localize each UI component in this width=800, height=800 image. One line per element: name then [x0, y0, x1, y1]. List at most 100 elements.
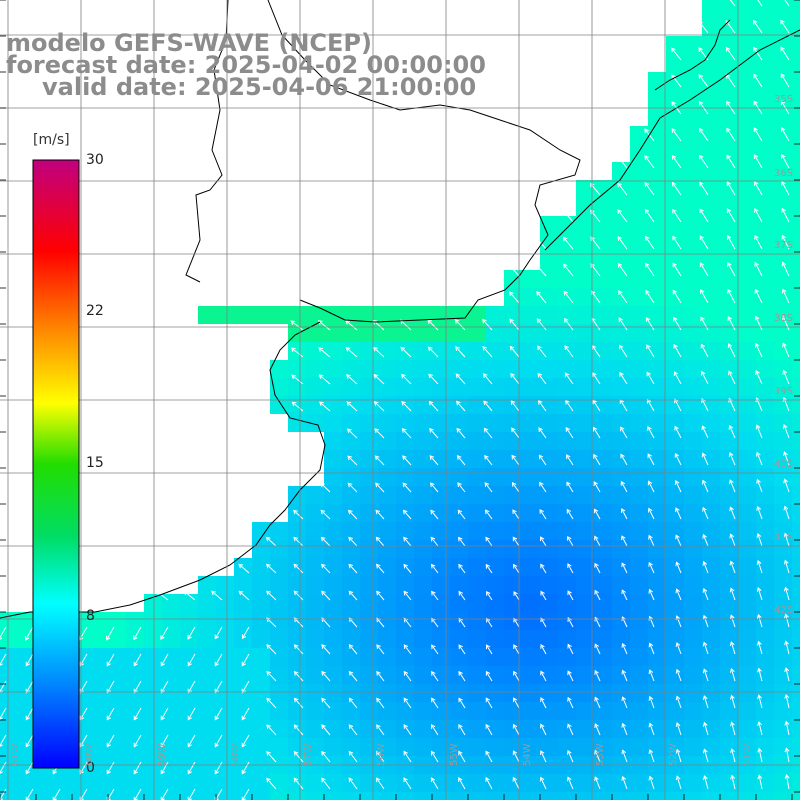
wind-arrow	[784, 479, 790, 493]
wind-arrow-head	[675, 775, 681, 781]
wind-arrow	[80, 788, 88, 800]
wind-arrow-head	[783, 586, 789, 592]
wind-arrow	[594, 697, 601, 709]
wind-arrow	[729, 507, 736, 520]
wind-arrow-head	[266, 671, 272, 676]
wind-arrow-head	[348, 724, 354, 730]
wind-arrow	[403, 751, 412, 763]
wind-arrow-head	[482, 318, 487, 324]
wind-arrow	[753, 74, 763, 88]
wind-arrow	[536, 264, 547, 277]
wind-arrow-head	[0, 690, 3, 693]
lon-label-53w: 53W	[595, 743, 606, 766]
wind-cell	[198, 594, 216, 612]
wind-cell	[342, 540, 360, 558]
wind-arrow-head	[25, 661, 30, 667]
wind-cell	[558, 558, 576, 576]
wind-cell	[630, 702, 648, 720]
wind-arrow-head	[403, 777, 408, 783]
wind-cell	[504, 648, 522, 666]
wind-arrow-head	[538, 427, 543, 433]
wind-cell	[288, 630, 306, 648]
wind-arrow-head	[782, 342, 787, 348]
wind-arrow-head	[698, 100, 704, 106]
wind-cell	[720, 792, 738, 800]
wind-arrow-head	[590, 209, 595, 215]
wind-arrow	[730, 668, 736, 682]
wind-cell	[324, 450, 342, 468]
wind-arrow	[160, 761, 169, 774]
wind-arrow-head	[675, 561, 680, 567]
wind-arrow-head	[594, 696, 599, 702]
wind-cell	[612, 540, 630, 558]
wind-cell	[576, 288, 594, 306]
wind-arrow	[457, 509, 466, 520]
wind-arrow-head	[756, 532, 762, 538]
wind-arrow	[349, 671, 358, 682]
wind-cell	[432, 342, 450, 360]
wind-cell	[360, 396, 378, 414]
wind-cell	[792, 594, 800, 612]
wind-cell	[702, 54, 720, 72]
wind-cell	[792, 306, 800, 324]
wind-cell	[144, 594, 162, 612]
wind-cell	[684, 414, 702, 432]
wind-arrow-head	[347, 455, 353, 461]
wind-cell	[324, 396, 342, 414]
wind-arrow	[25, 680, 34, 693]
wind-cell	[468, 594, 486, 612]
lon-label-58w: 58W	[230, 743, 241, 766]
wind-arrow	[703, 588, 709, 601]
wind-cell	[594, 684, 612, 702]
wind-cell	[288, 396, 306, 414]
wind-arrow	[458, 537, 466, 547]
wind-cell	[558, 540, 576, 558]
wind-arrow	[458, 618, 466, 628]
wind-arrow-head	[512, 697, 518, 703]
wind-arrow-head	[567, 670, 572, 676]
wind-cell	[774, 774, 792, 792]
wind-cell	[792, 90, 800, 108]
wind-cell	[684, 234, 702, 252]
wind-arrow-head	[160, 769, 165, 775]
wind-cell	[378, 450, 396, 468]
wind-cell	[630, 594, 648, 612]
wind-arrow	[187, 680, 196, 693]
wind-arrow	[376, 591, 385, 601]
wind-cell	[360, 558, 378, 576]
wind-cell	[432, 594, 450, 612]
wind-arrow-head	[539, 750, 545, 755]
wind-arrow-head	[617, 262, 623, 268]
wind-cell	[522, 648, 540, 666]
wind-arrow	[513, 671, 520, 682]
wind-cell	[90, 720, 108, 738]
wind-cell	[702, 234, 720, 252]
wind-arrow	[728, 398, 736, 412]
wind-arrow-head	[646, 344, 651, 350]
wind-cell	[306, 486, 324, 504]
wind-arrow-head	[133, 769, 138, 775]
wind-cell	[576, 468, 594, 486]
wind-arrow-head	[79, 796, 84, 800]
wind-arrow	[347, 428, 358, 439]
wind-arrow-head	[671, 181, 677, 187]
wind-arrow	[456, 401, 466, 412]
wind-cell	[288, 306, 306, 324]
wind-cell	[774, 468, 792, 486]
wind-cell	[468, 324, 486, 342]
wind-cell	[414, 540, 432, 558]
wind-arrow	[321, 563, 331, 574]
wind-arrow	[431, 591, 439, 601]
wind-cell	[234, 594, 252, 612]
wind-arrow	[758, 748, 763, 763]
wind-cell	[216, 792, 234, 800]
wind-cell	[684, 504, 702, 522]
wind-cell	[738, 324, 756, 342]
wind-arrow-head	[620, 480, 626, 486]
wind-cell	[738, 450, 756, 468]
wind-arrow	[510, 400, 520, 412]
wind-arrow	[731, 722, 736, 736]
wind-arrow-head	[730, 748, 735, 753]
wind-cell	[576, 702, 594, 720]
